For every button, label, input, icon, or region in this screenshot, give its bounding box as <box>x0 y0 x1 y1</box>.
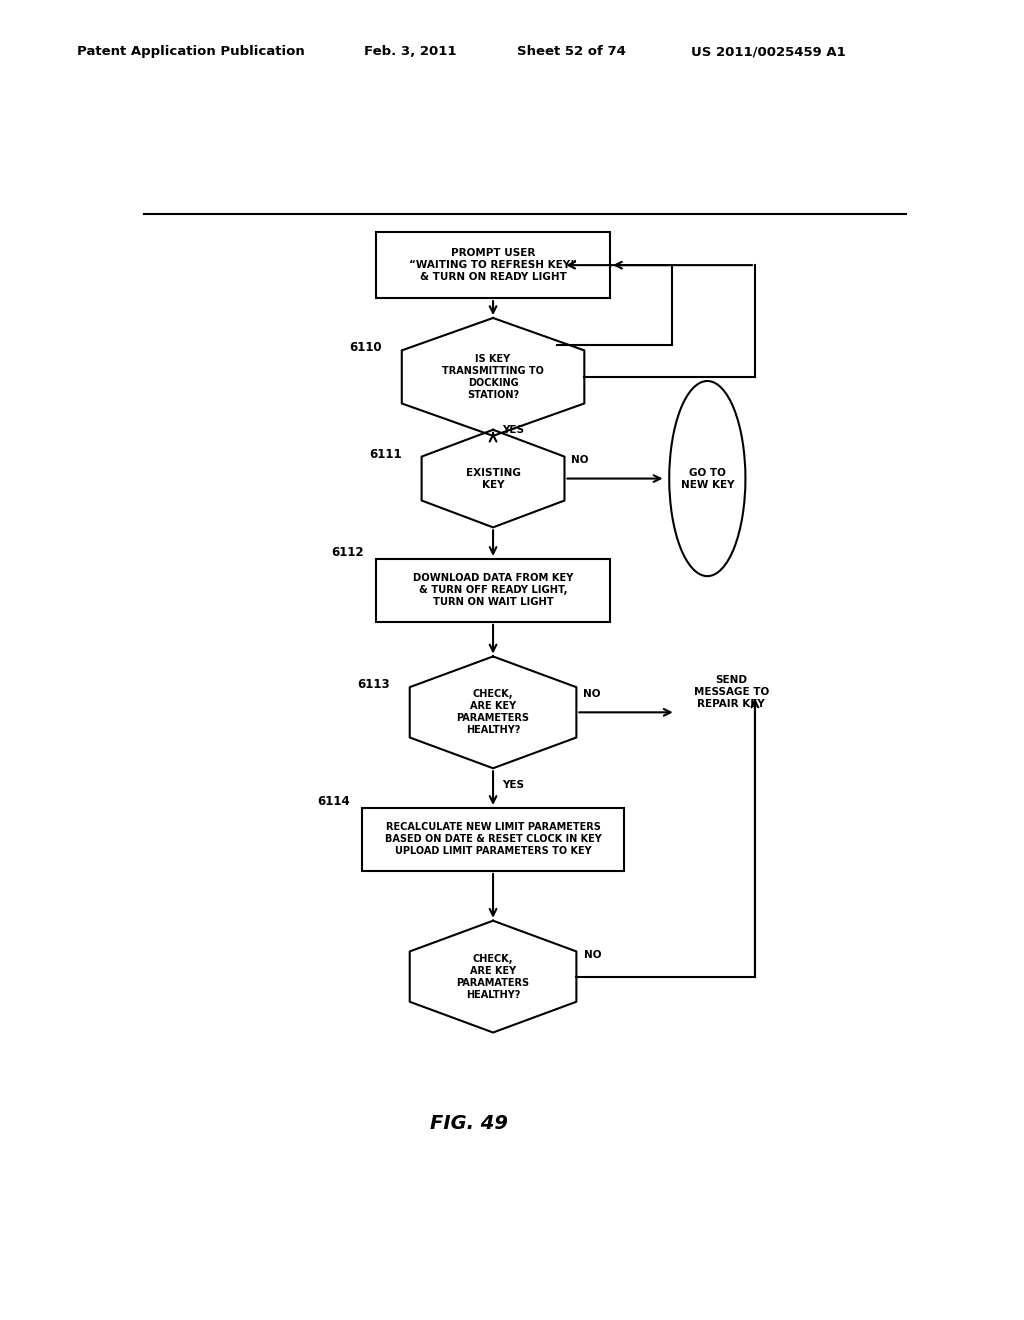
Text: EXISTING
KEY: EXISTING KEY <box>466 467 520 490</box>
Text: Sheet 52 of 74: Sheet 52 of 74 <box>517 45 626 58</box>
Text: RECALCULATE NEW LIMIT PARAMETERS
BASED ON DATE & RESET CLOCK IN KEY
UPLOAD LIMIT: RECALCULATE NEW LIMIT PARAMETERS BASED O… <box>385 822 601 857</box>
Ellipse shape <box>670 381 745 576</box>
Text: IS KEY
TRANSMITTING TO
DOCKING
STATION?: IS KEY TRANSMITTING TO DOCKING STATION? <box>442 354 544 400</box>
Text: Patent Application Publication: Patent Application Publication <box>77 45 304 58</box>
Polygon shape <box>422 430 564 528</box>
Text: 6114: 6114 <box>317 795 350 808</box>
Text: GO TO
NEW KEY: GO TO NEW KEY <box>681 467 734 490</box>
Text: NO: NO <box>583 689 600 700</box>
Text: PROMPT USER
“WAITING TO REFRESH KEY”
& TURN ON READY LIGHT: PROMPT USER “WAITING TO REFRESH KEY” & T… <box>409 248 578 282</box>
Text: FIG. 49: FIG. 49 <box>430 1114 508 1134</box>
Text: 6111: 6111 <box>370 447 401 461</box>
Text: 6113: 6113 <box>357 678 390 690</box>
Text: NO: NO <box>585 950 602 961</box>
FancyBboxPatch shape <box>376 558 610 622</box>
FancyBboxPatch shape <box>362 808 624 871</box>
Polygon shape <box>410 656 577 768</box>
Text: CHECK,
ARE KEY
PARAMETERS
HEALTHY?: CHECK, ARE KEY PARAMETERS HEALTHY? <box>457 689 529 735</box>
Text: DOWNLOAD DATA FROM KEY
& TURN OFF READY LIGHT,
TURN ON WAIT LIGHT: DOWNLOAD DATA FROM KEY & TURN OFF READY … <box>413 573 573 607</box>
Text: YES: YES <box>503 780 524 791</box>
Text: SEND
MESSAGE TO
REPAIR KEY: SEND MESSAGE TO REPAIR KEY <box>693 675 769 709</box>
FancyBboxPatch shape <box>376 232 610 298</box>
Text: YES: YES <box>503 425 524 434</box>
Polygon shape <box>410 921 577 1032</box>
Polygon shape <box>401 318 585 436</box>
Text: Feb. 3, 2011: Feb. 3, 2011 <box>364 45 456 58</box>
Text: CHECK,
ARE KEY
PARAMATERS
HEALTHY?: CHECK, ARE KEY PARAMATERS HEALTHY? <box>457 953 529 999</box>
Text: NO: NO <box>570 455 589 466</box>
Text: US 2011/0025459 A1: US 2011/0025459 A1 <box>691 45 846 58</box>
Text: 6112: 6112 <box>332 546 365 560</box>
Text: 6110: 6110 <box>349 341 382 354</box>
